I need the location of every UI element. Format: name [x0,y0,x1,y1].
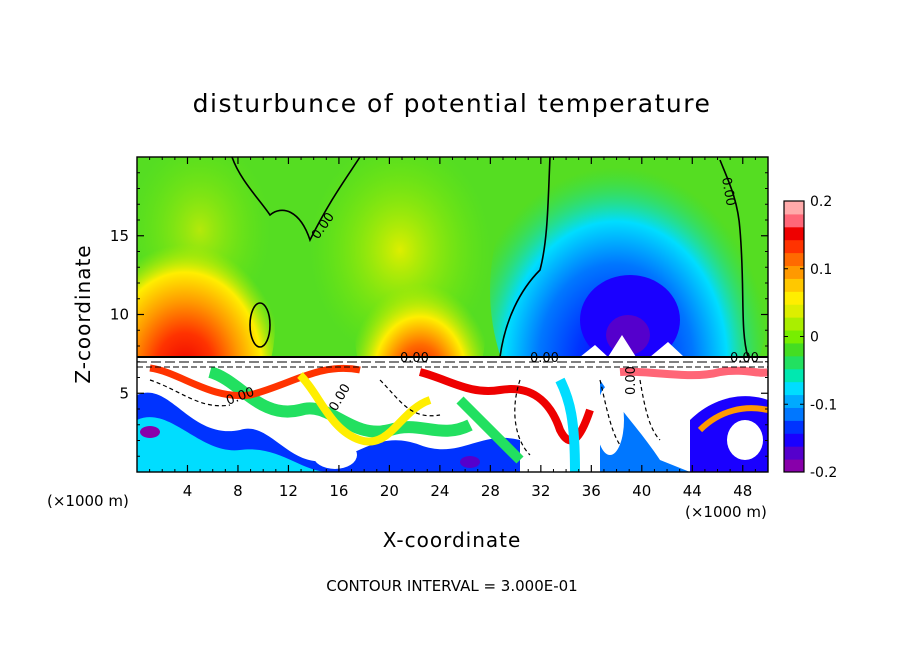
turb-purple-1 [140,426,160,438]
colorbar-swatch [784,239,804,254]
colorbar-swatch [784,342,804,357]
x-tick-label: 4 [183,482,193,500]
colorbar-tick-label: 0.1 [810,262,832,278]
colorbar-swatch [784,394,804,408]
colorbar-swatch [784,446,804,460]
plot-area [137,157,768,472]
x-tick-label: 20 [380,482,399,500]
contour-label: 0.00 [530,351,559,366]
x-unit-left: (×1000 m) [47,492,129,510]
colorbar-swatch [784,291,804,305]
x-tick-label: 40 [632,482,651,500]
cold-peaks [580,335,684,357]
colorbar-swatch [784,368,804,383]
x-tick-label: 28 [481,482,500,500]
contour-label: 0.00 [730,351,759,366]
colorbar-swatch [784,433,804,447]
colorbar-swatch [784,355,804,370]
zero-contour-2 [499,157,551,358]
colorbar-swatch [784,252,804,267]
colorbar-swatch [784,201,804,215]
x-tick-label: 24 [430,482,449,500]
x-ticks: 4 8 12 16 20 24 28 32 36 40 44 48 [149,157,756,500]
colorbar-swatch [784,317,804,331]
contour-labels: 0.00 0.00 0.00 0.00 0.00 0.00 0.00 0.00 [224,176,759,414]
colorbar-swatch [784,213,804,228]
turb-blue-2 [600,380,690,472]
turb-red-1 [149,364,361,400]
colorbar-swatch [784,459,804,473]
colorbar-tick-label: 0 [810,330,819,346]
turb-green-2 [456,396,524,464]
x-tick-label: 36 [582,482,601,500]
zero-contour-4 [249,302,271,348]
x-tick-label: 48 [733,482,752,500]
turb-white-1 [313,441,357,469]
colorbar-swatch [784,330,804,344]
chart-title: disturbunce of potential temperature [193,89,712,118]
colorbar-tick-label: -0.1 [810,397,837,413]
y-tick-label: 15 [110,227,129,245]
turb-orange-1 [697,405,768,433]
turb-white-2 [727,420,763,460]
colorbar-swatch [784,407,804,421]
x-unit-right: (×1000 m) [685,503,767,521]
x-tick-label: 12 [279,482,298,500]
y-tick-label: 10 [110,306,129,324]
y-ticks: 5 10 15 [110,172,768,457]
x-tick-label: 44 [683,482,702,500]
turb-magenta-1 [619,366,768,380]
turb-yellow-1 [297,372,432,446]
x-tick-label: 32 [531,482,550,500]
zero-contour-1 [231,157,361,243]
contour-interval-note: CONTOUR INTERVAL = 3.000E-01 [326,577,577,595]
contour-label: 0.00 [624,366,639,395]
turb-contours [149,379,661,456]
colorbar-tick-label: 0.2 [810,194,832,210]
colorbar-swatch [784,278,804,292]
colorbar-swatch [784,381,804,396]
colorbar: 0.2 0.1 0 -0.1 -0.2 [783,194,837,481]
turb-cyan-2 [555,377,580,472]
zero-contour-3 [719,159,749,358]
colorbar-tick-label: -0.2 [810,465,837,481]
turb-cyan-1 [137,417,330,472]
colorbar-swatch [784,420,804,434]
colorbar-swatch [784,304,804,318]
y-tick-label: 5 [119,384,129,402]
colorbar-swatch [784,226,804,241]
turb-purple-2 [460,456,480,468]
x-tick-label: 8 [233,482,243,500]
x-tick-label: 16 [329,482,348,500]
turb-white-3 [596,385,624,455]
contour-label: 0.00 [400,351,429,366]
y-axis-label: Z-coordinate [71,244,95,383]
colorbar-swatch [784,265,804,279]
x-axis-label: X-coordinate [383,528,522,552]
contour-label: 0.00 [718,176,738,207]
